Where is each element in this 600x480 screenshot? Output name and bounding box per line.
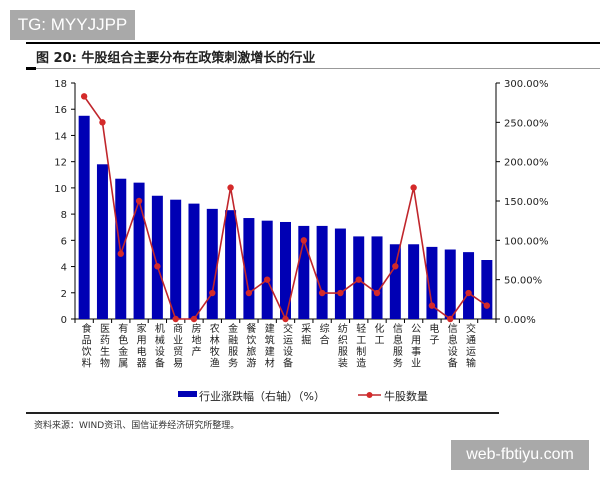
x-tick-label: 房地产 [188, 323, 200, 358]
bar [188, 203, 200, 319]
x-tick-label: 金融服务 [225, 323, 237, 369]
left-tick-label: 16 [54, 105, 67, 116]
figure-title: 图 20: 牛股组合主要分布在政策刺激增长的行业 [36, 51, 316, 66]
line-point [190, 315, 198, 323]
bar [426, 246, 438, 319]
line-point [428, 302, 436, 309]
line-point [392, 263, 399, 270]
bar [389, 244, 401, 319]
x-tick-label: 公用事业 [408, 323, 420, 369]
x-tick-label: 信息服务 [390, 323, 402, 369]
line-point [209, 289, 216, 297]
x-tick-label: 交运设备 [280, 323, 292, 369]
x-tick-label: 机械设备 [152, 323, 164, 369]
right-tick-label: 100.00% [504, 236, 549, 247]
x-tick-label: 化工 [372, 323, 384, 346]
line-point [117, 250, 124, 257]
bar [298, 225, 310, 319]
watermark-bottom-right: web-fbtiyu.com [451, 440, 589, 470]
bar [481, 260, 493, 319]
bar [151, 195, 163, 319]
x-tick-label: 信息设备 [445, 323, 457, 369]
left-tick-label: 2 [61, 289, 67, 300]
line-point [282, 315, 289, 323]
left-tick-label: 14 [54, 131, 67, 142]
bar [408, 244, 420, 319]
right-tick-label: 250.00% [504, 118, 549, 129]
line-point [227, 184, 234, 191]
line-point [465, 289, 472, 297]
left-tick-label: 0 [61, 315, 67, 326]
line-point [99, 119, 106, 126]
line-point [483, 302, 491, 309]
x-tick-label: 家用电器 [134, 323, 146, 369]
bar [444, 249, 456, 319]
left-tick-label: 18 [54, 79, 67, 90]
x-tick-label: 农林牧渔 [207, 323, 219, 369]
title-rule [26, 68, 600, 69]
left-tick-label: 8 [61, 210, 67, 221]
right-tick-label: 0.00% [504, 315, 536, 326]
line-point [300, 237, 308, 244]
title-rule-accent [26, 67, 36, 70]
left-tick-label: 10 [54, 184, 67, 195]
x-tick-label: 采掘 [298, 323, 310, 346]
top-rule [26, 42, 600, 44]
x-tick-label: 纺织服装 [335, 323, 347, 369]
x-tick-label: 商业贸易 [170, 323, 182, 369]
x-tick-label: 建筑建材 [262, 323, 274, 369]
right-tick-label: 200.00% [504, 158, 549, 169]
right-tick-label: 300.00% [504, 79, 549, 90]
bar [170, 199, 182, 319]
left-tick-label: 12 [54, 158, 67, 169]
watermark-top-left: TG: MYYJJPP [10, 10, 135, 40]
line-point [245, 289, 253, 297]
bar [133, 182, 145, 319]
bar [280, 221, 291, 319]
bar [261, 220, 273, 319]
line-point [337, 289, 344, 297]
bar [225, 210, 237, 319]
bar [206, 208, 218, 319]
bar [316, 225, 328, 319]
left-tick-label: 6 [61, 236, 67, 247]
legend-bar-swatch [178, 391, 197, 397]
bar [96, 164, 108, 319]
x-tick-label: 有色金属 [115, 323, 127, 369]
bar [243, 218, 255, 319]
bar [334, 228, 346, 319]
x-tick-label: 电子 [426, 323, 438, 346]
line-point [318, 289, 326, 297]
x-tick-label: 交通运输 [463, 323, 475, 369]
x-tick-label: 餐饮旅游 [243, 323, 255, 369]
legend-bar-label: 行业涨跌幅（右轴）（%） [199, 389, 325, 403]
bar [78, 115, 90, 320]
legend-line-label: 牛股数量 [384, 389, 428, 403]
bottom-rule [26, 412, 499, 414]
left-tick-label: 4 [61, 263, 67, 274]
x-tick-label: 食品饮料 [79, 323, 91, 369]
line-point [447, 315, 454, 323]
source-note: 资料来源：WIND资讯、国信证券经济研究所整理。 [34, 421, 240, 431]
x-tick-label: 医药生物 [97, 323, 109, 369]
line-point [135, 197, 143, 205]
right-tick-label: 50.00% [504, 276, 542, 287]
right-tick-label: 150.00% [504, 197, 549, 208]
line-point [355, 276, 362, 283]
bar [371, 236, 383, 319]
bar [463, 252, 475, 319]
line-point [410, 184, 417, 191]
legend-line-marker [366, 392, 373, 398]
x-tick-label: 综合 [317, 323, 329, 346]
line-point [263, 276, 271, 283]
line-point [373, 289, 381, 297]
line-point [172, 315, 179, 323]
line-point [154, 263, 161, 270]
line-point [80, 93, 88, 100]
x-tick-label: 轻工制造 [353, 323, 365, 369]
